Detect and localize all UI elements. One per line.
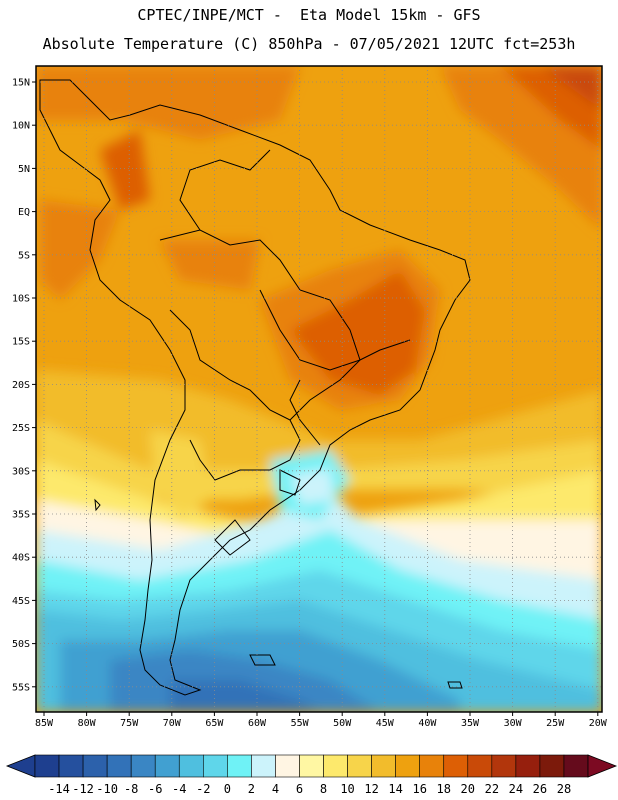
colorbar-label: 0 [224, 782, 231, 796]
colorbar-swatch [515, 754, 541, 778]
colorbar-swatch [130, 754, 156, 778]
lat-label: 25S [12, 423, 30, 434]
lat-label: 10S [12, 294, 30, 305]
colorbar-swatch [419, 754, 445, 778]
colorbar-label: -10 [96, 782, 118, 796]
lon-label: 50W [333, 718, 352, 729]
colorbar-swatch [395, 754, 420, 778]
colorbar-label: 12 [364, 782, 378, 796]
colorbar-label: 20 [461, 782, 475, 796]
title-line-1: CPTEC/INPE/MCT - Eta Model 15km - GFS [137, 6, 481, 24]
lon-label: 60W [248, 718, 267, 729]
colorbar-label: 6 [296, 782, 303, 796]
lon-label: 35W [461, 718, 480, 729]
colorbar-label: 2 [248, 782, 255, 796]
colorbar-swatch [275, 754, 300, 778]
colorbar-swatch [251, 754, 276, 778]
colorbar-label: 8 [320, 782, 327, 796]
colorbar-swatch [467, 754, 493, 778]
lat-label: 45S [12, 596, 30, 607]
colorbar-label: 24 [509, 782, 523, 796]
longitude-labels: 85W 80W 75W 70W 65W 60W 55W 50W 45W 40W 35W 30W 25W 2… [35, 712, 608, 729]
colorbar-label: -6 [148, 782, 162, 796]
colorbar-label: 18 [437, 782, 451, 796]
lat-label: 5N [18, 164, 30, 175]
lon-label: 20W [589, 718, 608, 729]
map-frame [35, 65, 603, 713]
colorbar-swatch [106, 754, 132, 778]
lat-label: EQ [18, 207, 30, 218]
latitude-labels: 15N 10N 5N EQ 5S 10S 15S 20S 25S 30S 35S 40S 45S 50S 5… [12, 78, 36, 693]
colorbar-label: 28 [557, 782, 571, 796]
lon-label: 70W [163, 718, 182, 729]
colorbar-swatch [443, 754, 469, 778]
colorbar-swatch [178, 754, 204, 778]
lat-label: 5S [18, 250, 30, 261]
title-line-2: Absolute Temperature (C) 850hPa - 07/05/… [42, 35, 576, 53]
lat-label: 15S [12, 337, 30, 348]
colorbar-label: -4 [172, 782, 186, 796]
lon-label: 25W [546, 718, 565, 729]
colorbar-swatch [34, 754, 60, 778]
colorbar-swatch [539, 754, 565, 778]
temperature-field [36, 66, 602, 712]
colorbar-label: -2 [196, 782, 210, 796]
lat-label: 50S [12, 639, 30, 650]
colorbar-swatch [82, 754, 108, 778]
lon-label: 40W [418, 718, 437, 729]
colorbar-swatch [154, 754, 180, 778]
lon-label: 45W [376, 718, 395, 729]
colorbar-label: -8 [124, 782, 138, 796]
colorbar-swatch [371, 754, 396, 778]
colorbar-min-arrow [5, 754, 36, 778]
colorbar-label: -12 [72, 782, 94, 796]
colorbar-swatch [203, 754, 228, 778]
lon-label: 65W [205, 718, 224, 729]
colorbar-swatch [58, 754, 84, 778]
lat-label: 55S [12, 682, 30, 693]
lon-label: 30W [504, 718, 523, 729]
lat-label: 15N [12, 78, 30, 89]
colorbar-label: -14 [48, 782, 70, 796]
colorbar-swatch [299, 754, 324, 778]
lat-label: 10N [12, 121, 30, 132]
colorbar: -14 -12 -10 -8 -6 -4 -2 0 2 4 6 8 10 12 14 16 18 20 22 24 26… [5, 754, 618, 796]
lon-label: 80W [78, 718, 97, 729]
colorbar-label: 16 [412, 782, 426, 796]
colorbar-label: 26 [533, 782, 547, 796]
colorbar-swatch [491, 754, 517, 778]
colorbar-swatch [227, 754, 252, 778]
lat-label: 40S [12, 553, 30, 564]
colorbar-swatch [563, 754, 589, 778]
lat-label: 30S [12, 466, 30, 477]
lat-label: 35S [12, 510, 30, 521]
colorbar-swatch [347, 754, 372, 778]
colorbar-swatch [323, 754, 348, 778]
lon-label: 75W [120, 718, 139, 729]
colorbar-max-arrow [587, 754, 618, 778]
colorbar-label: 10 [340, 782, 354, 796]
coastlines [39, 79, 471, 696]
lat-label: 20S [12, 380, 30, 391]
lon-label: 85W [35, 718, 54, 729]
colorbar-label: 14 [388, 782, 402, 796]
colorbar-label: 4 [272, 782, 279, 796]
lon-label: 55W [291, 718, 310, 729]
colorbar-label: 22 [485, 782, 499, 796]
